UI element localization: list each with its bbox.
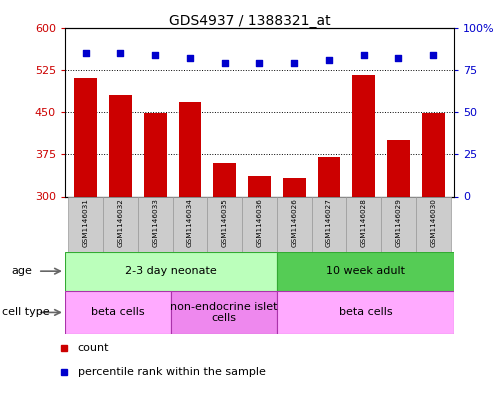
Bar [277,252,454,291]
Point [395,55,403,61]
Bar [65,252,277,291]
Bar [416,196,451,252]
Bar [171,291,277,334]
Text: beta cells: beta cells [91,307,145,318]
Point [255,60,263,66]
Bar [387,140,410,196]
Text: GSM1146033: GSM1146033 [152,198,158,247]
Bar [248,176,271,196]
Text: 10 week adult: 10 week adult [326,266,405,276]
Point [325,57,333,63]
Bar [214,163,236,196]
Bar [381,196,416,252]
Point [221,60,229,66]
Bar [65,291,171,334]
Bar [109,95,132,196]
Bar [74,78,97,196]
Point [82,50,90,56]
Text: GSM1146031: GSM1146031 [83,198,89,247]
Bar [68,196,103,252]
Point [116,50,124,56]
Text: beta cells: beta cells [339,307,392,318]
Point [151,51,159,58]
Text: GSM1146032: GSM1146032 [117,198,123,247]
Bar [242,196,277,252]
Text: GSM1146034: GSM1146034 [187,198,193,247]
Point [186,55,194,61]
Bar [346,196,381,252]
Bar [208,196,242,252]
Bar [422,113,445,196]
Text: non-endocrine islet
cells: non-endocrine islet cells [170,302,278,323]
Bar [318,157,340,196]
Bar [103,196,138,252]
Text: GSM1146030: GSM1146030 [430,198,436,247]
Text: GDS4937 / 1388321_at: GDS4937 / 1388321_at [169,14,330,28]
Bar [179,102,201,196]
Text: cell type: cell type [2,307,50,318]
Bar [144,113,167,196]
Bar [277,196,311,252]
Bar [173,196,208,252]
Bar [277,291,454,334]
Bar [352,75,375,196]
Text: GSM1146028: GSM1146028 [361,198,367,247]
Text: GSM1146036: GSM1146036 [256,198,262,247]
Text: GSM1146027: GSM1146027 [326,198,332,247]
Text: GSM1146026: GSM1146026 [291,198,297,247]
Point [429,51,437,58]
Bar [283,178,305,196]
Text: GSM1146035: GSM1146035 [222,198,228,247]
Text: percentile rank within the sample: percentile rank within the sample [78,367,266,377]
Point [290,60,298,66]
Point [360,51,368,58]
Text: count: count [78,343,109,353]
Bar [311,196,346,252]
Text: GSM1146029: GSM1146029 [396,198,402,247]
Bar [138,196,173,252]
Text: 2-3 day neonate: 2-3 day neonate [125,266,217,276]
Text: age: age [11,266,32,276]
